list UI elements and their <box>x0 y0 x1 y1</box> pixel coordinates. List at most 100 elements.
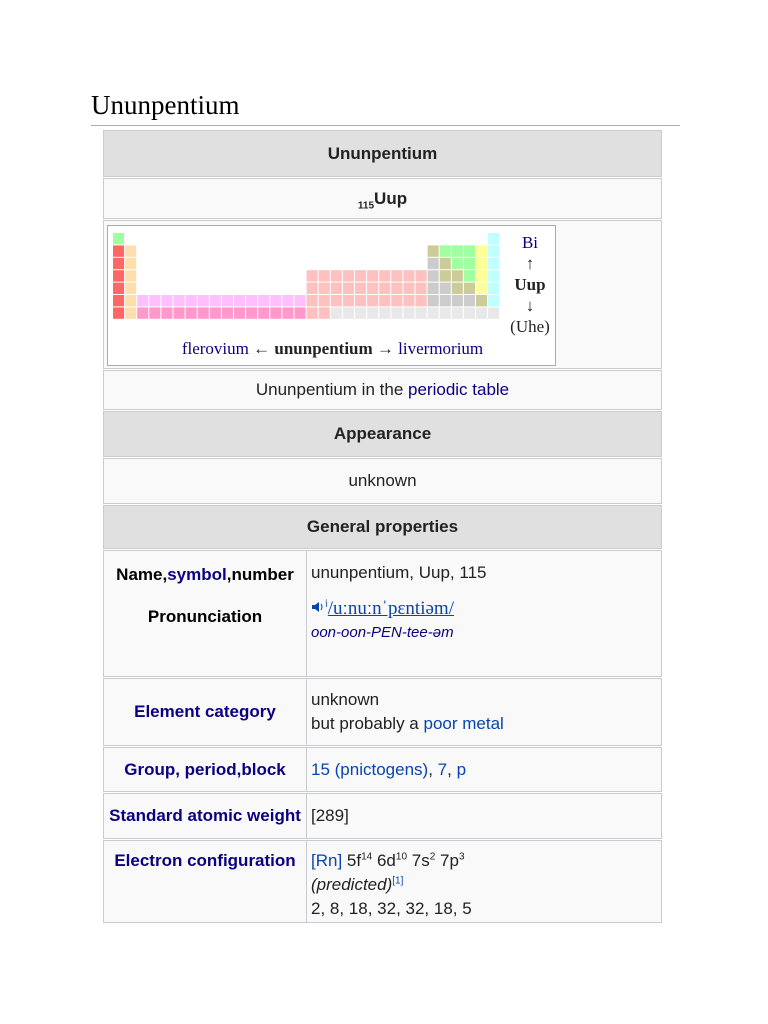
count: 14 <box>361 851 373 863</box>
element-cell <box>197 295 209 307</box>
value: unknown <box>348 471 417 490</box>
header-text: Ununpentium <box>327 143 438 163</box>
element-cell <box>306 270 318 282</box>
element-cell <box>330 307 342 319</box>
element-cell <box>439 295 451 307</box>
element-cell <box>391 282 403 294</box>
speaker-icon[interactable] <box>311 600 325 614</box>
value-cell: [289] <box>306 793 662 839</box>
appearance-header: Appearance <box>103 411 662 457</box>
value: but probably a <box>311 714 419 733</box>
appearance-value: unknown <box>103 458 662 504</box>
header-text: General properties <box>306 517 459 536</box>
left-link[interactable]: flerovium <box>181 339 249 358</box>
value-link[interactable]: 15 (pnictogens) <box>311 759 429 779</box>
header-text: Appearance <box>333 424 432 443</box>
element-cell <box>209 307 221 319</box>
element-cell <box>427 245 439 257</box>
element-cell <box>355 270 367 282</box>
element-cell <box>318 282 330 294</box>
element-cell <box>234 295 246 307</box>
element-cell <box>415 295 427 307</box>
label-cell: Element category <box>103 678 307 746</box>
element-cell <box>294 295 306 307</box>
label-cell: Group, period,block <box>103 747 307 792</box>
value: , <box>447 759 457 779</box>
periodic-grid <box>113 233 500 319</box>
label-link[interactable]: symbol <box>167 565 227 584</box>
element-cell <box>415 282 427 294</box>
ref[interactable]: [1] <box>392 875 404 887</box>
element-cell <box>476 245 488 257</box>
element-cell <box>306 282 318 294</box>
element-cell <box>270 295 282 307</box>
page-title: Ununpentium <box>91 90 240 120</box>
element-cell <box>125 270 137 282</box>
element-cell <box>439 282 451 294</box>
caption-link[interactable]: periodic table <box>408 380 510 399</box>
count: 2 <box>429 851 436 863</box>
value-cell: ununpentium, Uup, 115 i/uːnuːnˈpɛntiəm/ … <box>306 550 662 677</box>
above: Bi <box>521 233 539 252</box>
element-cell <box>403 282 415 294</box>
element-cell <box>391 270 403 282</box>
element-cell <box>451 295 463 307</box>
right-link[interactable]: livermorium <box>398 339 484 358</box>
symbol-cell: 115Uup <box>103 178 662 219</box>
element-cell <box>427 282 439 294</box>
label[interactable]: Standard atomic weight <box>109 806 301 825</box>
right-arrow: → <box>376 339 394 358</box>
value-link[interactable]: p <box>456 759 467 779</box>
element-cell <box>221 307 233 319</box>
value-link[interactable]: poor metal <box>423 714 504 733</box>
element-cell <box>258 307 270 319</box>
element-cell <box>476 282 488 294</box>
element-cell <box>488 270 500 282</box>
element-cell <box>113 307 125 319</box>
element-cell <box>476 270 488 282</box>
element-cell <box>318 295 330 307</box>
element-cell <box>185 295 197 307</box>
element-cell <box>149 307 161 319</box>
element-cell <box>161 307 173 319</box>
shells: 2, 8, 18, 32, 32, 18, 5 <box>311 899 472 918</box>
element-cell <box>234 307 246 319</box>
element-cell <box>137 307 149 319</box>
element-cell <box>415 307 427 319</box>
title-rule <box>91 125 680 126</box>
element-cell <box>451 245 463 257</box>
element-cell <box>451 282 463 294</box>
element-cell <box>427 307 439 319</box>
element-cell <box>403 270 415 282</box>
label[interactable]: Element category <box>134 702 276 721</box>
element-cell <box>113 270 125 282</box>
label: , <box>226 565 232 584</box>
symbol: Uup <box>374 188 408 208</box>
element-cell <box>391 295 403 307</box>
element-cell <box>476 295 488 307</box>
label-cell: Electron configuration <box>103 840 307 923</box>
label: Name, <box>116 565 168 584</box>
element-cell <box>488 257 500 270</box>
element-cell <box>403 295 415 307</box>
element-cell <box>342 307 354 319</box>
label[interactable]: Group, period,block <box>124 759 286 779</box>
element-cell <box>367 282 379 294</box>
infobox-header: Ununpentium <box>103 130 662 177</box>
ipa[interactable]: /uːnuːnˈpɛntiəm/ <box>327 598 454 619</box>
info-icon[interactable]: i <box>325 598 328 610</box>
value-link[interactable]: [Rn] <box>311 851 343 870</box>
count: 3 <box>458 851 465 863</box>
orbital: 7p <box>440 851 459 870</box>
element-cell <box>125 245 137 257</box>
element-cell <box>379 270 391 282</box>
label[interactable]: Electron configuration <box>114 851 296 870</box>
value-link[interactable]: 7 <box>437 759 448 779</box>
element-cell <box>113 245 125 257</box>
general-header: General properties <box>103 505 662 549</box>
element-cell <box>125 282 137 294</box>
respelling: oon-oon-PEN-tee-əm <box>311 624 454 641</box>
element-cell <box>439 257 451 270</box>
label: Pronunciation <box>147 607 263 626</box>
element-cell <box>427 295 439 307</box>
